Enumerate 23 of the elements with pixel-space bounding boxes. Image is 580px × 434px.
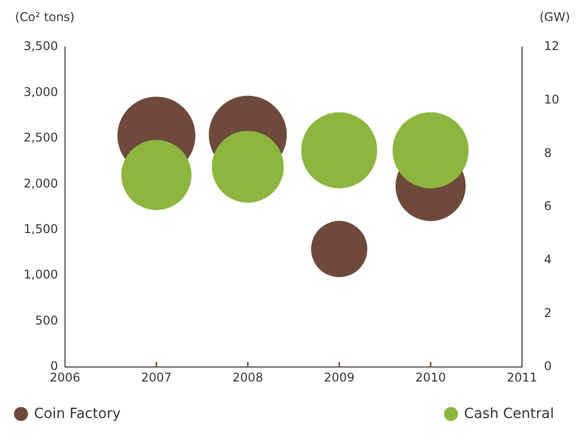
y2-axis-title: (GW) <box>539 10 570 24</box>
y-tick-label: 500 <box>35 313 58 328</box>
y-tick-label: 3,500 <box>24 39 58 54</box>
y2-tick-label: 8 <box>544 146 552 160</box>
y-tick-label: 1,500 <box>24 222 58 236</box>
legend-label: Cash Central <box>464 406 554 422</box>
y2-tick-label: 4 <box>544 252 552 266</box>
x-tick-label: 2011 <box>506 370 538 384</box>
y-tick-label: 2,000 <box>24 176 58 190</box>
x-tick-label: 2010 <box>415 370 446 384</box>
x-tick-label: 2008 <box>232 370 264 384</box>
y2-tick-label: 10 <box>544 92 560 106</box>
x-tick-label: 2009 <box>324 370 354 384</box>
y-axis-title: (Co² tons) <box>15 10 75 24</box>
y2-tick-label: 0 <box>544 359 552 374</box>
y2-tick-label: 2 <box>544 306 552 320</box>
y2-tick-label: 6 <box>544 199 552 214</box>
y-tick-label: 2,500 <box>24 130 58 145</box>
y-tick-label: 3,000 <box>24 84 58 99</box>
y-tick-label: 1,000 <box>24 268 58 282</box>
legend-label: Coin Factory <box>34 406 121 422</box>
y2-tick-label: 12 <box>544 39 560 54</box>
x-tick-label: 2007 <box>141 370 172 384</box>
